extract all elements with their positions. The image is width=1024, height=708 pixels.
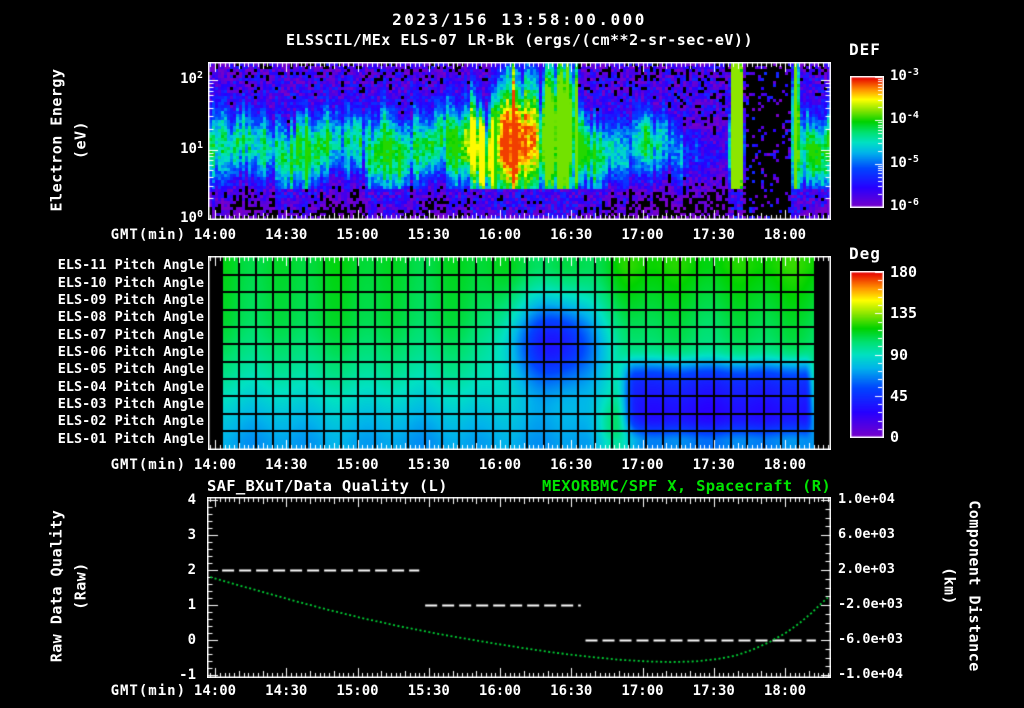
quality-left-tick-label: 4 [187, 492, 196, 508]
distance-right-tick-label: -6.0e+03 [838, 631, 904, 647]
quality-y-axis-units: (Raw) [71, 562, 90, 610]
deg-colorbar-tick-label: 90 [890, 345, 909, 364]
def-colorbar-title: DEF [849, 40, 881, 59]
spectrogram-y-axis-title: Electron Energy [47, 68, 66, 212]
distance-right-tick-label: 6.0e+03 [838, 526, 895, 542]
pitch-row-label: ELS-07 Pitch Angle [57, 326, 204, 343]
x-tick-label: 16:00 [478, 457, 522, 473]
energy-tick-label: 102 [180, 70, 203, 87]
deg-colorbar-title: Deg [849, 244, 881, 263]
x-tick-label: 17:00 [621, 457, 664, 473]
pitch-row-label: ELS-06 Pitch Angle [57, 344, 204, 360]
quality-left-tick-label: 1 [187, 597, 196, 613]
def-colorbar-tick-label: 10-4 [890, 110, 919, 128]
x-tick-label: 15:30 [407, 683, 450, 699]
x-tick-label: 16:30 [550, 683, 593, 699]
x-tick-label: 15:00 [336, 227, 379, 243]
deg-colorbar-tick-label: 0 [890, 428, 900, 446]
spectrogram-y-axis-units: (eV) [71, 120, 90, 160]
quality-y-axis-title: Raw Data Quality [47, 509, 66, 663]
x-tick-label: 16:30 [550, 227, 593, 243]
pitch-row-label: ELS-03 Pitch Angle [57, 396, 204, 413]
def-colorbar-tick-label: 10-6 [890, 196, 919, 214]
pitch-row-label: ELS-02 Pitch Angle [57, 413, 204, 430]
quality-left-tick-label: -1 [179, 667, 196, 683]
energy-tick-label: 100 [180, 209, 203, 226]
energy-tick-label: 101 [180, 139, 203, 157]
def-colorbar-canvas [850, 76, 884, 208]
x-tick-label: 14:00 [193, 227, 237, 243]
x-tick-label: 16:00 [478, 683, 522, 699]
x-tick-label: 15:30 [407, 457, 450, 473]
pitch-row-label: ELS-08 Pitch Angle [57, 309, 204, 326]
deg-colorbar-tick-label: 45 [890, 386, 909, 405]
gmt-axis-label-top: GMT(min) [110, 227, 186, 243]
deg-colorbar-tick-label: 180 [890, 263, 918, 281]
distance-right-tick-label: -2.0e+03 [838, 596, 904, 612]
x-tick-label: 17:30 [692, 683, 735, 699]
quality-plot-title-right: MEXORBMC/SPF X, Spacecraft (R) [542, 477, 831, 495]
distance-y-axis-units: (km) [940, 566, 959, 606]
x-tick-label: 16:30 [550, 457, 593, 473]
def-colorbar-tick-label: 10-5 [890, 153, 919, 171]
x-tick-label: 17:30 [692, 227, 735, 243]
x-tick-label: 16:00 [478, 227, 522, 243]
x-tick-label: 15:00 [336, 457, 379, 473]
quality-left-tick-label: 0 [187, 632, 196, 648]
pitch-angle-heatmap-canvas [208, 256, 831, 450]
x-tick-label: 14:00 [193, 457, 237, 473]
distance-right-tick-label: 1.0e+04 [838, 491, 895, 507]
x-tick-label: 17:00 [621, 227, 664, 243]
distance-y-axis-title: Component Distance [965, 500, 984, 672]
quality-plot-title-left: SAF_BXuT/Data Quality (L) [207, 477, 448, 495]
x-tick-label: 18:00 [763, 683, 807, 699]
x-tick-label: 17:00 [621, 683, 664, 699]
distance-right-tick-label: -1.0e+04 [838, 666, 904, 682]
x-tick-label: 18:00 [763, 227, 807, 243]
x-tick-label: 14:30 [265, 227, 308, 243]
gmt-axis-label-middle: GMT(min) [110, 457, 186, 473]
x-tick-label: 17:30 [692, 457, 735, 473]
x-tick-label: 14:00 [193, 683, 237, 699]
pitch-row-label: ELS-05 Pitch Angle [57, 361, 204, 378]
pitch-row-label: ELS-09 Pitch Angle [57, 291, 204, 308]
deg-colorbar-tick-label: 135 [890, 304, 918, 323]
electron-energy-spectrogram-canvas [208, 62, 831, 220]
pitch-row-label: ELS-11 Pitch Angle [57, 257, 204, 274]
pitch-row-label: ELS-01 Pitch Angle [57, 430, 204, 447]
x-tick-label: 14:30 [265, 457, 308, 473]
pitch-row-label: ELS-04 Pitch Angle [57, 378, 204, 395]
date-title: 2023/156 13:58:00.000 [392, 10, 647, 29]
def-colorbar-tick-label: 10-3 [890, 67, 919, 84]
deg-colorbar-canvas [850, 271, 884, 438]
distance-right-tick-label: 2.0e+03 [838, 561, 895, 577]
x-tick-label: 15:30 [407, 227, 450, 243]
quality-distance-plot-canvas [207, 497, 831, 678]
quality-left-tick-label: 3 [187, 527, 196, 543]
x-tick-label: 15:00 [336, 683, 379, 699]
x-tick-label: 14:30 [265, 683, 308, 699]
quality-left-tick-label: 2 [187, 562, 196, 578]
x-tick-label: 18:00 [763, 457, 807, 473]
pitch-row-label: ELS-10 Pitch Angle [57, 274, 204, 291]
gmt-axis-label-bottom: GMT(min) [110, 683, 186, 699]
main-title: ELSSCIL/MEx ELS-07 LR-Bk (ergs/(cm**2-sr… [285, 31, 753, 49]
